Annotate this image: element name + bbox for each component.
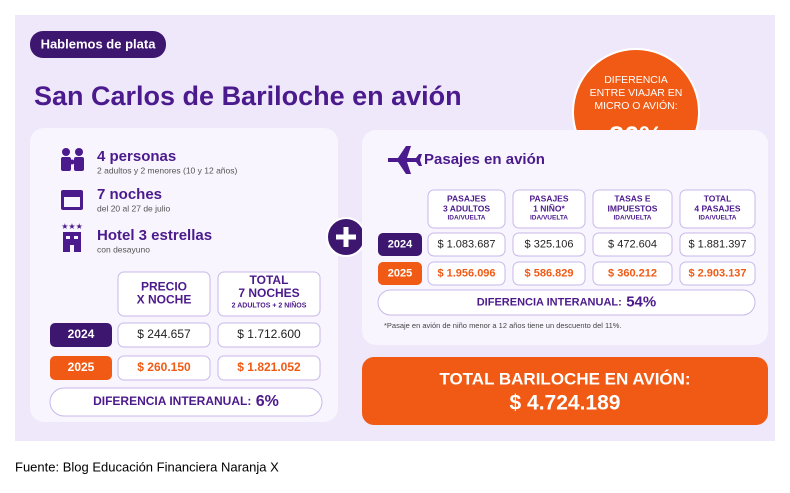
badge-pill: [30, 31, 166, 58]
header-line: 3 ADULTOS: [443, 203, 490, 213]
value-box: [217, 322, 321, 348]
header-box: [592, 189, 673, 229]
value: $ 325.106: [525, 238, 574, 250]
year: 2025: [68, 360, 95, 374]
header-box: [217, 271, 321, 317]
value: $ 360.212: [608, 267, 657, 279]
value-box: [427, 261, 506, 286]
header-sub: IDA/VUELTA: [698, 215, 736, 222]
value-box: [592, 232, 673, 257]
people-icon: [61, 148, 84, 171]
value-box: [679, 232, 756, 257]
item-title: Hotel 3 estrellas: [97, 227, 212, 244]
value-box: [117, 355, 211, 381]
footnote: *Pasaje en avión de niño menor a 12 años…: [384, 321, 622, 330]
plane-icon: [388, 146, 422, 174]
header-sub: 2 ADULTOS + 2 NIÑOS: [232, 301, 307, 310]
flights-title: Pasajes en avión: [424, 151, 545, 168]
header-box: [512, 189, 586, 229]
value: $ 244.657: [137, 327, 191, 341]
year-box: [378, 262, 422, 285]
header-line: PRECIO: [141, 280, 187, 294]
header-line: IMPUESTOS: [608, 203, 658, 213]
value: $ 586.829: [525, 267, 574, 279]
value: $ 1.956.096: [437, 267, 495, 279]
item-detail: 2 adultos y 2 menores (10 y 12 años): [97, 165, 237, 175]
value: $ 1.821.052: [237, 360, 301, 374]
header-line: 7 NOCHES: [238, 286, 299, 300]
difference-value: 54%: [626, 293, 656, 310]
value: $ 472.604: [608, 238, 657, 250]
difference: DIFERENCIA INTERANUAL: 54%: [477, 293, 657, 310]
header-line: PASAJES: [529, 193, 568, 203]
difference-line: MICRO O AVIÓN:: [594, 99, 677, 112]
difference-value: 6%: [256, 393, 279, 410]
value-box: [427, 232, 506, 257]
header-box: [427, 189, 506, 229]
total-value: $ 4.724.189: [510, 392, 621, 415]
calendar-icon: [61, 190, 83, 210]
header-box: [117, 271, 211, 317]
year-box: [378, 233, 422, 256]
item-title: 4 personas: [97, 148, 176, 165]
value-box: [117, 322, 211, 348]
value-box: [592, 261, 673, 286]
header-line: TASAS E: [614, 193, 651, 203]
value-box: [512, 261, 586, 286]
difference-pill: [49, 387, 323, 417]
badge: Hablemos de plata: [41, 36, 157, 51]
value: $ 1.881.397: [688, 238, 746, 250]
value: $ 2.903.137: [688, 267, 746, 279]
header-sub: IDA/VUELTA: [447, 215, 485, 222]
value: $ 260.150: [137, 360, 191, 374]
value: $ 1.712.600: [237, 327, 301, 341]
item-title: 7 noches: [97, 186, 162, 203]
year-box: [50, 323, 112, 347]
header-line: 4 PASAJES: [694, 203, 740, 213]
value-box: [512, 232, 586, 257]
difference-label: DIFERENCIA INTERANUAL:: [93, 394, 251, 408]
header-line: PASAJES: [447, 193, 486, 203]
year-box: [50, 356, 112, 380]
difference-line: DIFERENCIA: [604, 74, 668, 86]
title: San Carlos de Bariloche en avión: [34, 81, 462, 111]
header-line: X NOCHE: [137, 293, 192, 307]
difference: DIFERENCIA INTERANUAL: 6%: [93, 393, 279, 410]
total-label: TOTAL BARILOCHE EN AVIÓN:: [439, 369, 690, 388]
stars: ★★★: [61, 222, 83, 231]
item-detail: con desayuno: [97, 244, 150, 254]
header-box: [679, 189, 756, 229]
hotel-icon: ★★★: [61, 222, 83, 252]
value: $ 1.083.687: [437, 238, 495, 250]
value-box: [679, 261, 756, 286]
plus: [336, 227, 356, 247]
item-detail: del 20 al 27 de julio: [97, 203, 171, 213]
header-sub: IDA/VUELTA: [613, 215, 651, 222]
header-sub: IDA/VUELTA: [530, 215, 568, 222]
year: 2025: [388, 267, 412, 279]
difference-label: DIFERENCIA INTERANUAL:: [477, 296, 622, 308]
header-line: TOTAL: [704, 193, 732, 203]
difference-line: ENTRE VIAJAR EN: [590, 87, 683, 99]
caption: Fuente: Blog Educación Financiera Naranj…: [15, 459, 279, 474]
year: 2024: [68, 327, 95, 341]
header-line: TOTAL: [250, 273, 289, 287]
total-box: [362, 357, 768, 425]
year: 2024: [388, 238, 413, 250]
difference-pill: [377, 289, 756, 316]
value-box: [217, 355, 321, 381]
header-line: 1 NIÑO*: [533, 203, 565, 213]
